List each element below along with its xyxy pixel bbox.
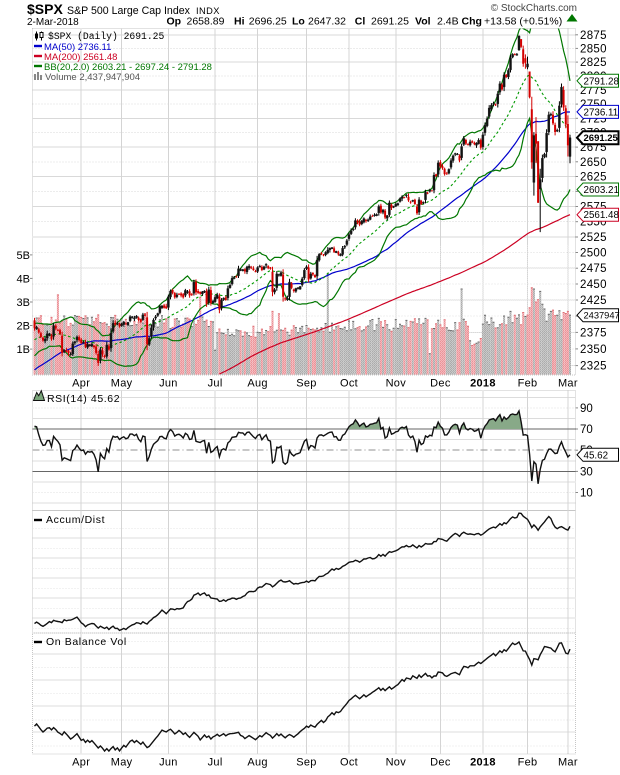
svg-text:Jul: Jul: [208, 757, 223, 769]
svg-text:Feb: Feb: [518, 378, 538, 390]
svg-text:2325: 2325: [580, 361, 607, 373]
svg-text:2500: 2500: [580, 248, 607, 260]
svg-text:45.62: 45.62: [584, 450, 609, 461]
svg-text:2-Mar-2018: 2-Mar-2018: [27, 17, 79, 28]
svg-text:2850: 2850: [580, 43, 607, 55]
svg-text:Jul: Jul: [208, 378, 223, 390]
svg-text:Mar: Mar: [558, 378, 578, 390]
svg-text:2625: 2625: [580, 172, 607, 184]
svg-text:Mar: Mar: [558, 757, 578, 769]
svg-text:Apr: Apr: [72, 378, 90, 390]
svg-text:Nov: Nov: [386, 378, 407, 390]
svg-text:2018: 2018: [470, 757, 496, 769]
svg-text:Nov: Nov: [386, 757, 407, 769]
svg-text:2736.11: 2736.11: [584, 107, 619, 118]
svg-text:Jun: Jun: [159, 378, 178, 390]
svg-text:Aug: Aug: [247, 378, 267, 390]
svg-text:May: May: [111, 378, 133, 390]
svg-text:Dec: Dec: [430, 378, 451, 390]
svg-text:2875: 2875: [580, 30, 607, 42]
svg-text:2B: 2B: [17, 321, 30, 333]
svg-text:90: 90: [580, 403, 593, 415]
svg-text:Apr: Apr: [72, 757, 90, 769]
svg-text:1B: 1B: [17, 344, 30, 356]
svg-text:Dec: Dec: [430, 757, 451, 769]
svg-text:2561.48: 2561.48: [584, 210, 620, 221]
svg-text:2425: 2425: [580, 295, 607, 307]
svg-text:RSI(14) 45.62: RSI(14) 45.62: [47, 393, 120, 405]
svg-text:30: 30: [580, 466, 593, 478]
svg-text:4B: 4B: [17, 273, 30, 285]
svg-text:May: May: [111, 757, 133, 769]
svg-text:Jun: Jun: [159, 757, 178, 769]
svg-text:Oct: Oct: [340, 378, 358, 390]
svg-text:3B: 3B: [17, 297, 30, 309]
svg-text:2018: 2018: [470, 378, 496, 390]
svg-text:On Balance Vol: On Balance Vol: [46, 636, 127, 648]
svg-text:70: 70: [580, 424, 593, 436]
svg-text:$SPX: $SPX: [27, 1, 63, 17]
svg-text:Volume 2,437,947,904: Volume 2,437,947,904: [45, 72, 140, 83]
svg-text:2691.25: 2691.25: [584, 133, 619, 144]
svg-text:5B: 5B: [17, 250, 30, 262]
svg-text:Aug: Aug: [247, 757, 267, 769]
svg-text:Feb: Feb: [518, 757, 538, 769]
svg-text:2825: 2825: [580, 57, 607, 69]
svg-text:2437947: 2437947: [584, 311, 620, 321]
svg-text:2450: 2450: [580, 279, 607, 291]
svg-text:Sep: Sep: [296, 757, 316, 769]
svg-text:Sep: Sep: [296, 378, 316, 390]
svg-text:2375: 2375: [580, 327, 607, 339]
svg-text:Accum/Dist: Accum/Dist: [46, 514, 105, 526]
svg-text:2650: 2650: [580, 157, 607, 169]
svg-text:10: 10: [580, 488, 593, 500]
svg-text:2350: 2350: [580, 344, 607, 356]
svg-text:© StockCharts.com: © StockCharts.com: [491, 3, 577, 14]
svg-text:Oct: Oct: [340, 757, 358, 769]
svg-text:2525: 2525: [580, 232, 607, 244]
svg-text:2603.21: 2603.21: [584, 185, 619, 196]
svg-text:2475: 2475: [580, 263, 607, 275]
svg-text:$SPX (Daily) 2691.25: $SPX (Daily) 2691.25: [48, 31, 164, 42]
svg-text:2791.28: 2791.28: [584, 76, 620, 87]
svg-text:INDX: INDX: [196, 6, 220, 16]
